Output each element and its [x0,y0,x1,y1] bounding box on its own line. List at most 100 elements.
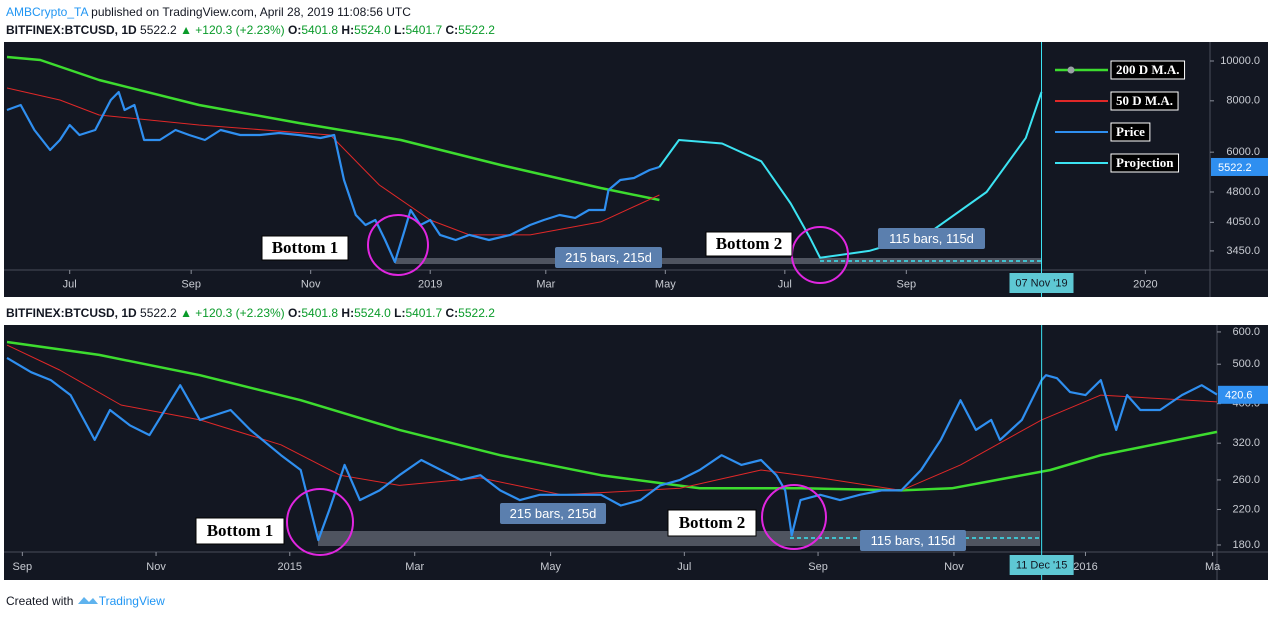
series-line [6,90,660,264]
change: ▲ +120.3 (+2.23%) [180,23,285,37]
bottom-label: Bottom 2 [679,513,746,532]
last: 5522.2 [140,306,177,320]
ohlc-key: L: [394,306,406,320]
logo [77,597,98,604]
x-tick-label: 2015 [278,561,302,573]
x-tick-label: Jul [677,561,691,573]
bottom-label-bg [667,509,757,537]
ohlc-key: H: [341,23,355,37]
author[interactable]: AMBCrypto_TA [6,5,88,19]
x-tick-label: Ma [1205,561,1221,573]
span-label: 215 bars, 215d [510,506,597,521]
last-price-label: 420.6 [1225,390,1253,402]
x-tick-label: Nov [146,561,166,573]
event-label-bg [1009,273,1074,293]
y-tick-label: 500.0 [1232,358,1260,370]
y-tick-label: 4800.0 [1226,186,1260,198]
last-price-label: 5522.2 [1218,162,1252,174]
x-tick-label: 2016 [1073,561,1097,573]
legend-box [1110,122,1151,142]
x-tick-label: 2019 [418,278,442,290]
ohlc-key: O: [288,23,302,37]
bottom-circle [761,484,827,550]
series-line [6,87,660,236]
last-price-tag [1211,157,1268,176]
x-tick-label: Jul [63,278,77,290]
change: ▲ +120.3 (+2.23%) [180,306,285,320]
y-tick-label: 260.0 [1232,474,1260,486]
ohlc-value: 5524.0 [354,306,391,320]
legend-label: Projection [1116,155,1174,170]
y-tick-label: 320.0 [1232,437,1260,449]
span-label-bg [878,228,985,249]
x-tick-label: Mar [536,278,555,290]
ohlc-key: C: [445,306,459,320]
bottom-label-bg [195,517,285,545]
last-price-tag [1218,385,1268,404]
x-tick-label: 2020 [1133,278,1157,290]
series-line [658,91,1043,259]
ohlc-value: 5401.8 [301,23,339,37]
ohlc-key: O: [288,306,302,320]
legend-marker [1067,66,1075,74]
series-line [6,356,1218,542]
event-label: 11 Dec '15 [1016,559,1067,571]
span-label: 215 bars, 215d [565,250,652,265]
bottom-label: Bottom 1 [207,521,274,540]
event-label: 07 Nov '19 [1015,277,1067,289]
symbol: BITFINEX:BTCUSD, 1D [6,306,137,320]
span-label-bg [860,530,966,551]
legend-box [1110,60,1186,80]
x-tick-label: Mar [405,561,424,573]
y-tick-label: 600.0 [1232,326,1260,338]
span-label: 115 bars, 115d [889,231,974,246]
y-tick-label: 220.0 [1232,503,1260,515]
x-tick-label: Nov [944,561,964,573]
event-label-bg [1009,555,1074,575]
symbol-line: BITFINEX:BTCUSD, 1D 5522.2 ▲ +120.3 (+2.… [6,23,495,37]
footer-text: Created with [6,594,74,608]
span-band [318,531,1040,546]
span-label: 115 bars, 115d [871,533,956,548]
y-tick-label: 8000.0 [1226,95,1260,107]
ohlc-value: 5401.8 [301,306,339,320]
ohlc-value: 5524.0 [354,23,391,37]
x-tick-label: May [540,561,561,573]
bottom-label-bg [705,231,793,257]
bottom-label: Bottom 2 [716,234,783,253]
x-tick-label: Sep [13,561,33,573]
y-tick-label: 3450.0 [1226,245,1260,257]
ohlc-key: C: [445,23,459,37]
legend-label: 50 D M.A. [1116,93,1173,108]
bottom-label-bg [261,235,349,261]
bottom-circle [286,488,354,556]
x-tick-label: May [655,278,676,290]
x-tick-label: Nov [301,278,321,290]
legend-label: 200 D M.A. [1116,62,1180,77]
x-tick-label: Jul [778,278,792,290]
series-line [6,55,660,202]
symbol-line: BITFINEX:BTCUSD, 1D 5522.2 ▲ +120.3 (+2.… [6,306,495,320]
series-line [6,340,1218,492]
y-tick-label: 4050.0 [1226,216,1260,228]
span-label-bg [500,503,606,524]
legend-box [1110,153,1180,173]
footer: Created with TradingView [6,594,165,608]
ohlc-key: L: [394,23,406,37]
x-tick-label: Sep [181,278,201,290]
bottom-label: Bottom 1 [272,238,339,257]
span-band [395,258,1042,264]
bottom-circle [367,214,429,276]
legend-box [1110,91,1179,111]
x-tick-label: Sep [897,278,917,290]
ohlc-value: 5522.2 [458,306,495,320]
y-tick-label: 180.0 [1232,539,1260,551]
span-label-bg [555,247,662,268]
footer-brand[interactable]: TradingView [98,594,165,608]
ohlc-value: 5401.7 [405,306,443,320]
symbol: BITFINEX:BTCUSD, 1D [6,23,137,37]
legend-label: Price [1116,124,1145,139]
y-tick-label: 6000.0 [1226,146,1260,158]
publish-text: published on TradingView.com, April 28, … [91,5,411,19]
